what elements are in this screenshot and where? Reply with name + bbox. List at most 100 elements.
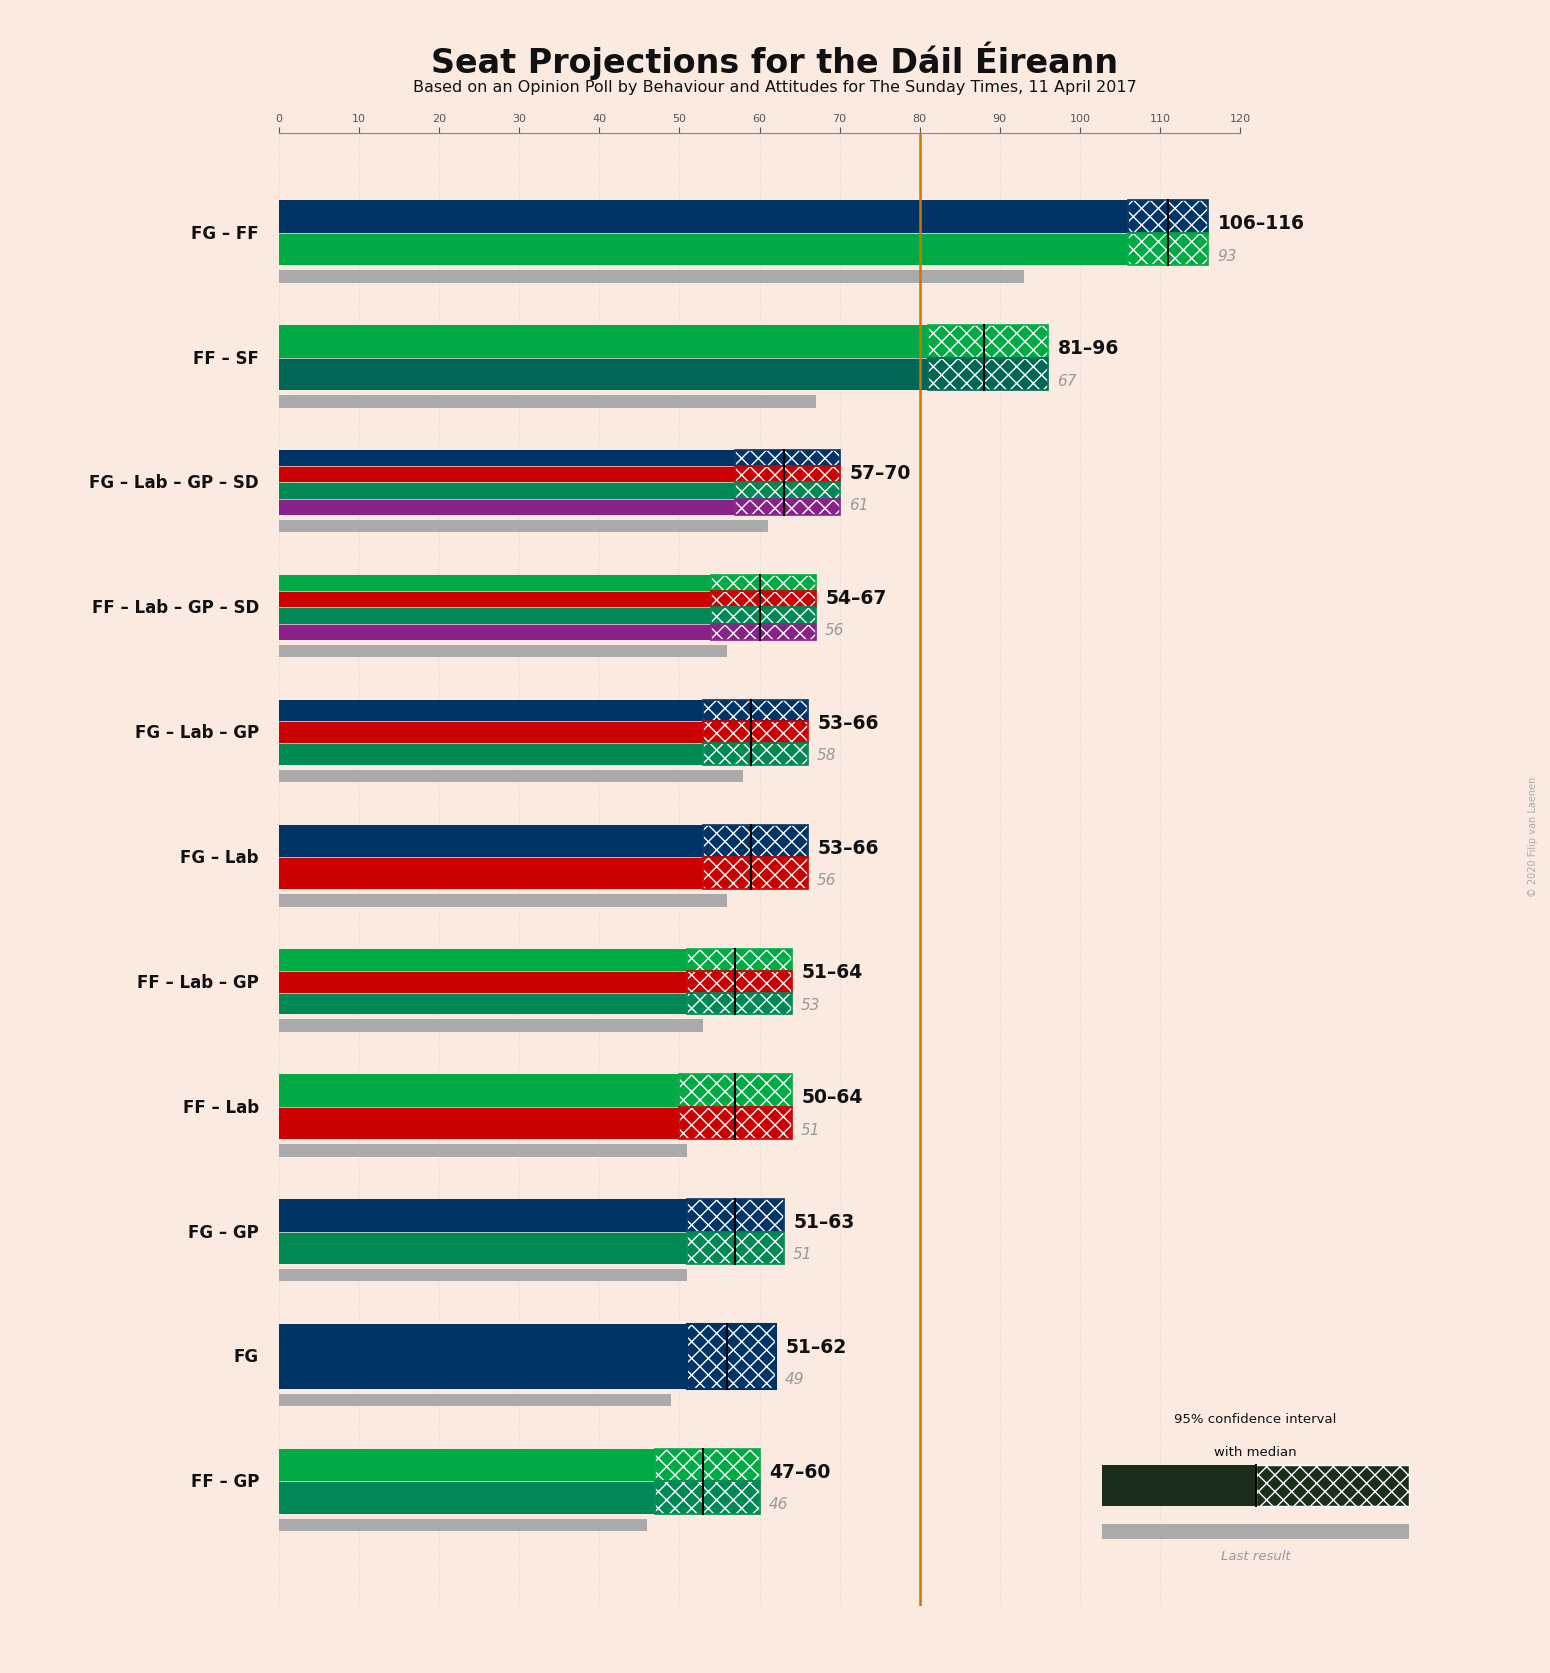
Text: 46: 46 xyxy=(769,1496,789,1511)
Bar xyxy=(279,607,711,624)
Bar xyxy=(279,743,704,765)
Bar xyxy=(279,701,704,723)
Bar xyxy=(279,592,711,607)
Bar xyxy=(704,858,808,890)
Bar xyxy=(735,450,840,467)
Bar xyxy=(1102,1466,1256,1506)
Text: FF – Lab – GP: FF – Lab – GP xyxy=(138,974,259,990)
Bar xyxy=(735,467,840,483)
Bar xyxy=(279,271,1023,283)
Bar xyxy=(279,1481,656,1514)
Bar xyxy=(735,450,840,467)
Text: Based on an Opinion Poll by Behaviour and Attitudes for The Sunday Times, 11 Apr: Based on an Opinion Poll by Behaviour an… xyxy=(414,80,1136,95)
Text: © 2020 Filip van Laenen: © 2020 Filip van Laenen xyxy=(1528,776,1538,897)
Bar xyxy=(279,646,727,657)
Bar xyxy=(679,1108,792,1139)
Text: FG: FG xyxy=(234,1347,259,1365)
Bar xyxy=(1128,201,1207,234)
Text: 106–116: 106–116 xyxy=(1218,214,1305,233)
Text: Last result: Last result xyxy=(1221,1549,1290,1563)
Text: 95% confidence interval: 95% confidence interval xyxy=(1175,1412,1336,1425)
Bar xyxy=(735,467,840,483)
Bar xyxy=(279,326,927,358)
Bar xyxy=(687,1323,775,1389)
Text: FG – FF: FG – FF xyxy=(191,224,259,243)
Bar xyxy=(927,358,1048,391)
Text: 49: 49 xyxy=(786,1372,804,1387)
Bar xyxy=(704,858,808,890)
Text: 67: 67 xyxy=(1057,373,1077,388)
Bar xyxy=(704,701,808,723)
Bar xyxy=(1102,1524,1409,1539)
Bar xyxy=(679,1108,792,1139)
Bar xyxy=(279,895,727,907)
Bar xyxy=(656,1449,760,1481)
Bar xyxy=(279,234,1128,266)
Text: 51–63: 51–63 xyxy=(794,1213,854,1231)
Bar xyxy=(279,397,815,408)
Bar xyxy=(711,576,815,592)
Bar xyxy=(687,1323,775,1389)
Bar xyxy=(279,1144,687,1158)
Bar xyxy=(711,624,815,641)
Text: 47–60: 47–60 xyxy=(769,1462,831,1481)
Bar xyxy=(279,624,711,641)
Text: 51: 51 xyxy=(801,1123,820,1138)
Bar xyxy=(279,1200,687,1231)
Text: 56: 56 xyxy=(817,872,837,887)
Bar xyxy=(279,500,735,515)
Bar xyxy=(1128,234,1207,266)
Bar xyxy=(711,592,815,607)
Bar xyxy=(735,483,840,500)
Text: 93: 93 xyxy=(1218,249,1237,264)
Text: 51–64: 51–64 xyxy=(801,962,862,982)
Bar xyxy=(711,576,815,592)
Text: FG – Lab – GP: FG – Lab – GP xyxy=(135,724,259,741)
Bar xyxy=(711,607,815,624)
Bar xyxy=(687,950,792,972)
Bar xyxy=(687,1200,783,1231)
Text: FG – GP: FG – GP xyxy=(188,1223,259,1241)
Text: 53: 53 xyxy=(801,997,820,1012)
Bar xyxy=(279,1074,679,1108)
Bar xyxy=(687,1231,783,1265)
Bar xyxy=(704,743,808,765)
Bar xyxy=(279,994,687,1016)
Text: 54–67: 54–67 xyxy=(825,589,887,607)
Text: 56: 56 xyxy=(825,622,845,637)
Bar xyxy=(1128,234,1207,266)
Bar xyxy=(279,825,704,858)
Bar xyxy=(279,1519,648,1531)
Bar xyxy=(1128,201,1207,234)
Bar xyxy=(679,1074,792,1108)
Bar xyxy=(679,1074,792,1108)
Bar xyxy=(687,972,792,994)
Text: FF – Lab: FF – Lab xyxy=(183,1097,259,1116)
Bar xyxy=(1256,1466,1409,1506)
Text: 50–64: 50–64 xyxy=(801,1087,862,1106)
Bar xyxy=(711,592,815,607)
Bar xyxy=(687,1231,783,1265)
Bar xyxy=(735,500,840,515)
Bar xyxy=(279,576,711,592)
Bar xyxy=(687,994,792,1016)
Bar xyxy=(704,701,808,723)
Bar xyxy=(656,1449,760,1481)
Text: 51: 51 xyxy=(794,1246,812,1261)
Bar xyxy=(279,1019,704,1032)
Bar xyxy=(704,825,808,858)
Text: 57–70: 57–70 xyxy=(849,463,910,483)
Bar xyxy=(279,770,744,783)
Bar xyxy=(927,326,1048,358)
Bar xyxy=(279,1394,671,1407)
Bar xyxy=(711,607,815,624)
Bar xyxy=(279,950,687,972)
Bar xyxy=(279,1270,687,1282)
Bar xyxy=(656,1481,760,1514)
Text: FF – Lab – GP – SD: FF – Lab – GP – SD xyxy=(91,599,259,617)
Bar xyxy=(927,326,1048,358)
Bar xyxy=(735,500,840,515)
Text: FG – Lab: FG – Lab xyxy=(180,848,259,867)
Bar xyxy=(279,201,1128,234)
Bar xyxy=(279,1323,687,1389)
